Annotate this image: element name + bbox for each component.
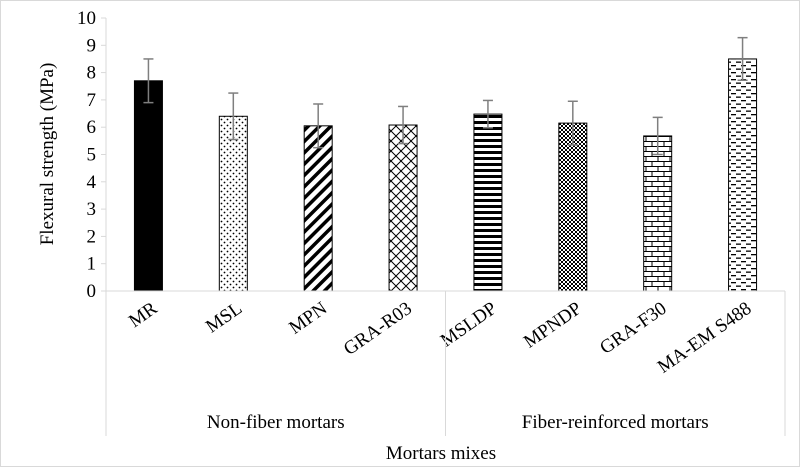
error-bars [143,36,748,156]
y-tick-label: 10 [77,8,96,29]
y-tick-label: 6 [87,117,97,138]
y-tick-label: 9 [87,35,97,56]
x-tick-label: GRA-R03 [340,298,416,360]
y-tick-label: 0 [87,281,97,302]
y-tick-label: 1 [87,254,97,275]
bars [133,58,758,292]
bar-msl [218,115,248,292]
x-tick-label: MA-EM S488 [654,298,756,378]
group-label: Fiber-reinforced mortars [522,412,709,433]
bar-mpn [303,125,333,292]
y-tick-label: 2 [87,226,97,247]
y-axis: 0 1 2 3 4 5 6 7 8 9 10 [77,8,107,302]
x-tick-label: MPN [285,298,331,339]
bar-msldp [473,113,503,292]
y-tick-label: 4 [87,172,97,193]
x-tick-label: MSLDP [437,298,501,352]
y-tick-label: 8 [87,63,97,84]
bar-mpndp [558,122,588,292]
y-tick-label: 7 [87,90,97,111]
x-tick-label: MR [125,298,162,332]
group-label: Non-fiber mortars [207,412,345,433]
x-tick-label: GRA-F30 [596,298,670,359]
y-tick-label: 5 [87,145,97,166]
bar-mr [133,80,163,292]
y-axis-title: Flexural strength (MPa) [37,63,58,246]
x-tick-label: MPNDP [520,298,586,353]
x-axis-title: Mortars mixes [386,443,496,464]
y-tick-label: 3 [87,199,97,220]
bar-gra-f30 [643,135,673,292]
x-tick-label: MSL [202,298,246,338]
bar-ma-em-s488 [728,58,758,292]
bar-gra-r03 [388,124,418,292]
